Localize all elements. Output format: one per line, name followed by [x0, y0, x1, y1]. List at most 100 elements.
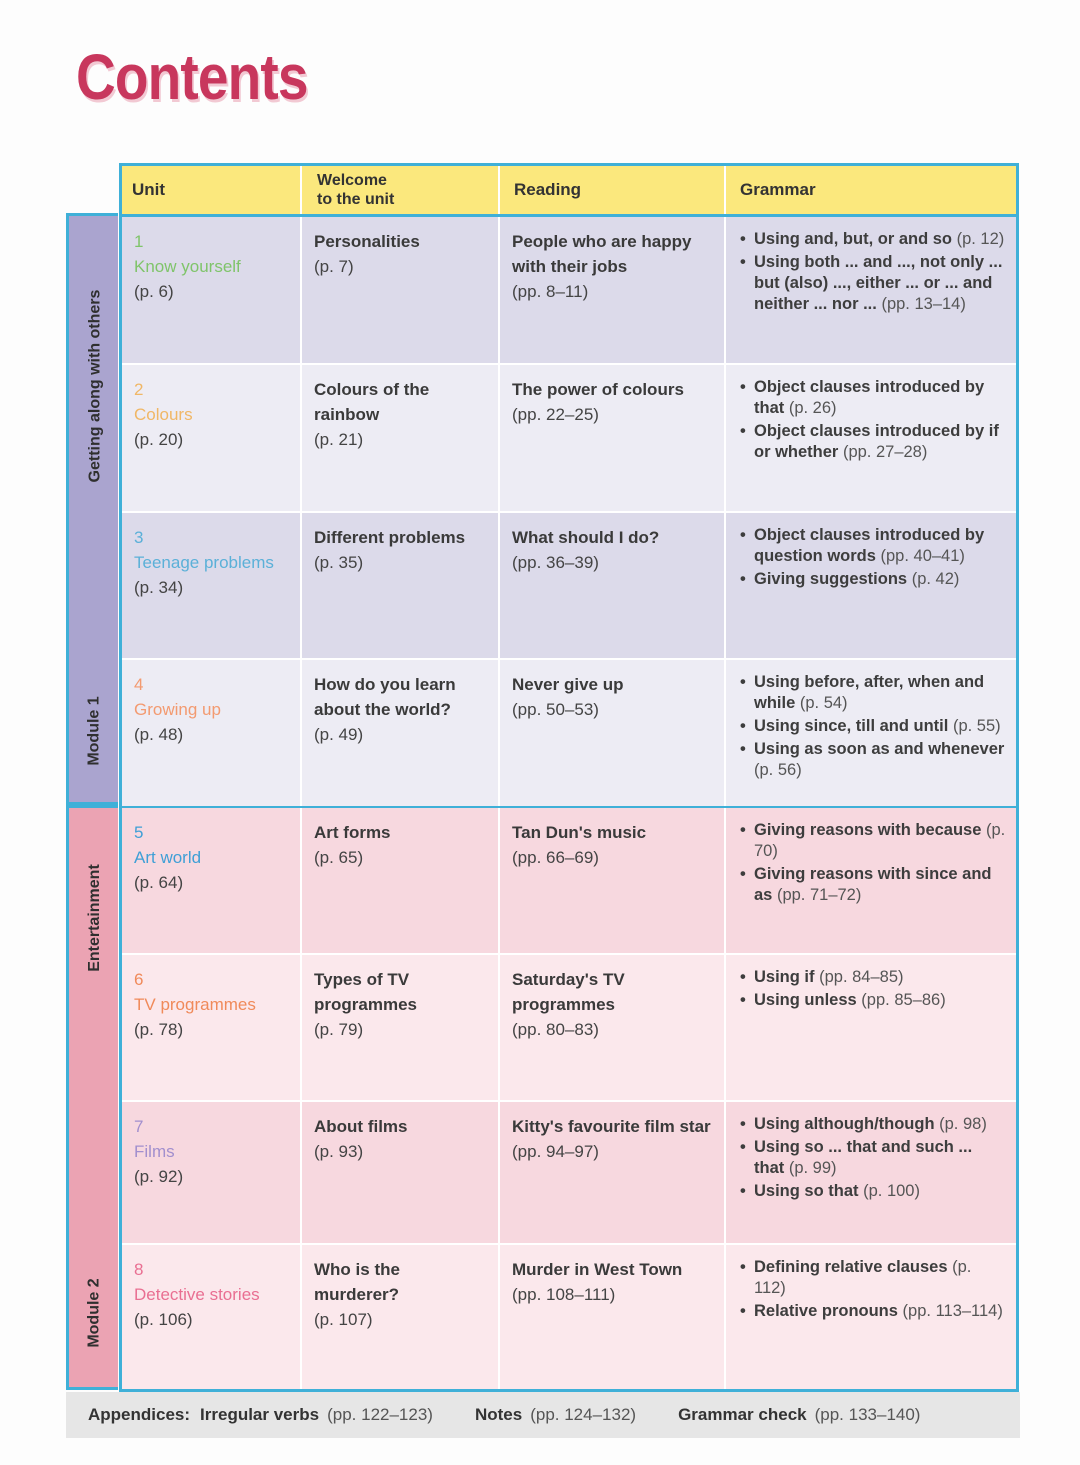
unit-row[interactable]: 7 Films (p. 92) About films (p. 93) Kitty's f…: [122, 1102, 1016, 1243]
reading-title: Saturday's TV programmes: [512, 970, 625, 1014]
welcome-title: Different problems: [314, 528, 466, 547]
unit-cell[interactable]: 3 Teenage problems (p. 34): [122, 513, 300, 658]
unit-name[interactable]: Detective stories: [134, 1285, 260, 1304]
grammar-item: Using unless (pp. 85–86): [740, 990, 1006, 1011]
grammar-item: Using so ... that and such ... that (p. …: [740, 1137, 1006, 1179]
welcome-title: Personalities: [314, 232, 420, 251]
unit-name[interactable]: Art world: [134, 848, 202, 867]
grammar-check-pages: (pp. 133–140): [814, 1405, 921, 1424]
welcome-page: (p. 93): [314, 1142, 364, 1161]
grammar-cell: Defining relative clauses (p. 112)Relati…: [726, 1245, 1016, 1389]
grammar-item: Using since, till and until (p. 55): [740, 716, 1006, 737]
header-unit: Unit: [132, 180, 166, 199]
welcome-title: Art forms: [314, 823, 391, 842]
unit-page: (p. 106): [134, 1310, 193, 1329]
unit-cell[interactable]: 8 Detective stories (p. 106): [122, 1245, 300, 1389]
unit-row[interactable]: 1 Know yourself (p. 6) Personalities (p. 7) P…: [122, 217, 1016, 363]
welcome-page: (p. 35): [314, 553, 364, 572]
grammar-cell: Using before, after, when and while (p. …: [726, 660, 1016, 806]
grammar-item: Using before, after, when and while (p. …: [740, 672, 1006, 714]
reading-cell: Tan Dun's music (pp. 66–69): [500, 808, 724, 953]
welcome-cell: How do you learn about the world? (p. 49): [302, 660, 498, 806]
unit-cell[interactable]: 1 Know yourself (p. 6): [122, 217, 300, 363]
unit-page: (p. 64): [134, 873, 184, 892]
unit-row[interactable]: 4 Growing up (p. 48) How do you learn about…: [122, 660, 1016, 806]
reading-title: Murder in West Town: [512, 1260, 683, 1279]
reading-cell: People who are happy with their jobs (pp.…: [500, 217, 724, 363]
grammar-item: Using and, but, or and so (p. 12): [740, 229, 1006, 250]
unit-name[interactable]: Colours: [134, 405, 193, 424]
grammar-cell: Giving reasons with because (p. 70)Givin…: [726, 808, 1016, 953]
unit-name[interactable]: Teenage problems: [134, 553, 274, 572]
module-2-theme: Entertainment: [86, 864, 104, 972]
grammar-cell: Using although/though (p. 98)Using so ..…: [726, 1102, 1016, 1243]
grammar-item: Relative pronouns (pp. 113–114): [740, 1301, 1006, 1322]
reading-page: (pp. 50–53): [512, 700, 599, 719]
appendices-label: Appendices:: [88, 1405, 191, 1424]
unit-name[interactable]: Know yourself: [134, 257, 241, 276]
welcome-cell: Colours of the rainbow (p. 21): [302, 365, 498, 511]
unit-row[interactable]: 3 Teenage problems (p. 34) Different proble…: [122, 513, 1016, 658]
grammar-item: Object clauses introduced by if or wheth…: [740, 421, 1006, 463]
welcome-cell: Who is the murderer? (p. 107): [302, 1245, 498, 1389]
welcome-title: Colours of the rainbow: [314, 380, 430, 424]
reading-cell: Murder in West Town (pp. 108–111): [500, 1245, 724, 1389]
reading-cell: Saturday's TV programmes (pp. 80–83): [500, 955, 724, 1100]
unit-page: (p. 48): [134, 725, 184, 744]
contents-table: Unit Welcome to the unit Reading Grammar …: [119, 163, 1019, 1392]
grammar-item: Giving suggestions (p. 42): [740, 569, 1006, 590]
reading-title: What should I do?: [512, 528, 660, 547]
reading-page: (pp. 80–83): [512, 1020, 599, 1039]
unit-page: (p. 92): [134, 1167, 184, 1186]
unit-number: 4: [134, 675, 144, 694]
header-grammar: Grammar: [740, 180, 816, 199]
reading-title: Tan Dun's music: [512, 823, 647, 842]
unit-cell[interactable]: 6 TV programmes (p. 78): [122, 955, 300, 1100]
appendices-footer: Appendices: Irregular verbs (pp. 122–123…: [66, 1392, 1020, 1438]
welcome-title: How do you learn about the world?: [314, 675, 456, 719]
notes-link[interactable]: Notes: [474, 1405, 523, 1424]
unit-row[interactable]: 5 Art world (p. 64) Art forms (p. 65) Tan Dun…: [122, 808, 1016, 953]
unit-number: 1: [134, 232, 144, 251]
grammar-item: Object clauses introduced by that (p. 26…: [740, 377, 1006, 419]
table-header: Unit Welcome to the unit Reading Grammar: [122, 166, 1016, 217]
module-2-label: Module 2: [86, 1278, 103, 1348]
reading-page: (pp. 66–69): [512, 848, 599, 867]
unit-name[interactable]: TV programmes: [134, 995, 256, 1014]
irregular-verbs-link[interactable]: Irregular verbs: [200, 1405, 320, 1424]
welcome-cell: About films (p. 93): [302, 1102, 498, 1243]
grammar-cell: Using if (pp. 84–85)Using unless (pp. 85…: [726, 955, 1016, 1100]
unit-cell[interactable]: 4 Growing up (p. 48): [122, 660, 300, 806]
welcome-page: (p. 79): [314, 1020, 364, 1039]
unit-page: (p. 6): [134, 282, 174, 301]
unit-name[interactable]: Films: [134, 1142, 175, 1161]
welcome-title: About films: [314, 1117, 408, 1136]
welcome-page: (p. 21): [314, 430, 364, 449]
unit-cell[interactable]: 5 Art world (p. 64): [122, 808, 300, 953]
reading-title: The power of colours: [512, 380, 684, 399]
notes-pages: (pp. 124–132): [530, 1405, 637, 1424]
unit-number: 8: [134, 1260, 144, 1279]
module-2-bar: Entertainment Module 2: [66, 805, 118, 1390]
unit-row[interactable]: 6 TV programmes (p. 78) Types of TV program…: [122, 955, 1016, 1100]
welcome-page: (p. 7): [314, 257, 354, 276]
unit-name[interactable]: Growing up: [134, 700, 221, 719]
unit-number: 2: [134, 380, 144, 399]
grammar-cell: Object clauses introduced by question wo…: [726, 513, 1016, 658]
unit-row[interactable]: 8 Detective stories (p. 106) Who is the mur…: [122, 1245, 1016, 1389]
irregular-verbs-pages: (pp. 122–123): [327, 1405, 433, 1424]
unit-cell[interactable]: 7 Films (p. 92): [122, 1102, 300, 1243]
unit-row[interactable]: 2 Colours (p. 20) Colours of the rainbow (p.…: [122, 365, 1016, 511]
reading-page: (pp. 94–97): [512, 1142, 599, 1161]
grammar-check-link[interactable]: Grammar check: [678, 1405, 807, 1424]
reading-cell: Never give up (pp. 50–53): [500, 660, 724, 806]
header-reading: Reading: [514, 180, 582, 199]
unit-page: (p. 78): [134, 1020, 184, 1039]
reading-title: Never give up: [512, 675, 624, 694]
unit-cell[interactable]: 2 Colours (p. 20): [122, 365, 300, 511]
grammar-item: Using so that (p. 100): [740, 1181, 1006, 1202]
reading-page: (pp. 108–111): [512, 1285, 616, 1304]
header-welcome: Welcome to the unit: [317, 172, 395, 208]
welcome-title: Who is the murderer?: [314, 1260, 400, 1304]
welcome-title: Types of TV programmes: [314, 970, 417, 1014]
